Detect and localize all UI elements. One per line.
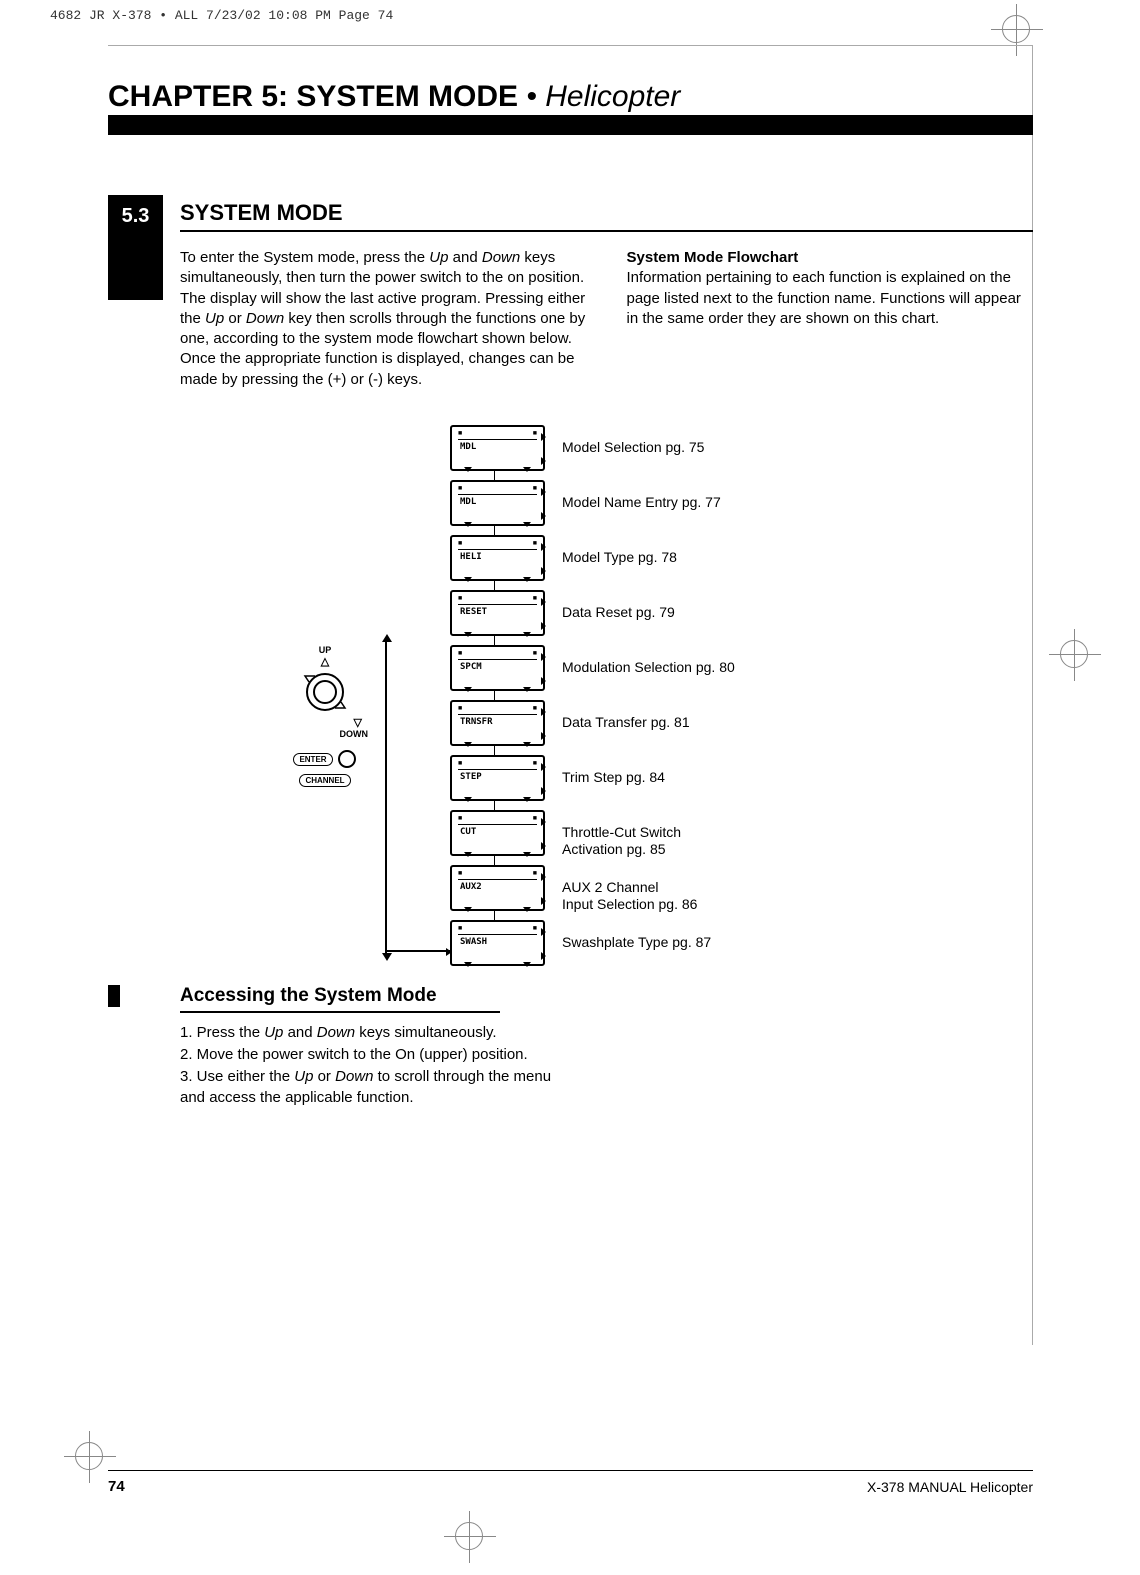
lcd-screen: ■■SWASH (450, 920, 545, 966)
screen-label: Model Name Entry pg. 77 (562, 494, 721, 511)
dial-icon (303, 670, 347, 714)
lcd-screen: ■■RESET (450, 590, 545, 636)
enter-label: ENTER (293, 753, 332, 766)
screen-row: ■■SPCMModulation Selection pg. 80 (450, 645, 545, 695)
screen-row: ■■HELIModel Type pg. 78 (450, 535, 545, 585)
lcd-screen: ■■CUT (450, 810, 545, 856)
subheading-marker (108, 985, 120, 1007)
lcd-screen: ■■MDL (450, 425, 545, 471)
screen-label: Modulation Selection pg. 80 (562, 659, 735, 676)
page-number: 74 (108, 1478, 125, 1495)
up-label: UP (280, 645, 370, 655)
screen-label: Data Reset pg. 79 (562, 604, 675, 621)
screen-label: AUX 2 ChannelInput Selection pg. 86 (562, 879, 697, 913)
screen-row: ■■CUTThrottle-Cut SwitchActivation pg. 8… (450, 810, 545, 860)
body-text: To enter the System mode, press the Up a… (180, 248, 1033, 390)
body-col-right: System Mode FlowchartInformation pertain… (627, 248, 1034, 390)
screen-row: ■■SWASHSwashplate Type pg. 87 (450, 920, 545, 970)
screen-row: ■■STEPTrim Step pg. 84 (450, 755, 545, 805)
chapter-suffix: • Helicopter (518, 80, 680, 113)
lcd-screen: ■■AUX2 (450, 865, 545, 911)
down-label: DOWN (280, 729, 370, 739)
subheading: Accessing the System Mode (180, 985, 500, 1013)
lcd-screen: ■■HELI (450, 535, 545, 581)
flowchart-diagram: UP △ ▽ DOWN ENTER CHANNEL ■■MDLModel Sel… (280, 425, 895, 970)
crop-mark-icon (455, 1522, 483, 1550)
steps-list: 1. Press the Up and Down keys simultaneo… (180, 1022, 580, 1109)
screen-row: ■■RESETData Reset pg. 79 (450, 590, 545, 640)
screen-row: ■■AUX2AUX 2 ChannelInput Selection pg. 8… (450, 865, 545, 915)
lcd-screen: ■■SPCM (450, 645, 545, 691)
knob-small-icon (337, 749, 357, 769)
channel-label: CHANNEL (299, 774, 350, 787)
crop-mark-icon (1060, 640, 1088, 668)
lcd-screen: ■■TRNSFR (450, 700, 545, 746)
footer-title: X-378 MANUAL Helicopter (867, 1479, 1033, 1495)
nav-keys-illustration: UP △ ▽ DOWN ENTER CHANNEL (280, 645, 370, 785)
screen-row: ■■MDLModel Name Entry pg. 77 (450, 480, 545, 530)
screen-label: Model Type pg. 78 (562, 549, 677, 566)
heading-bar (108, 115, 1033, 135)
body-col-left: To enter the System mode, press the Up a… (180, 248, 587, 390)
scroll-arrow (385, 640, 387, 955)
screen-label: Model Selection pg. 75 (562, 439, 704, 456)
crop-mark-icon (75, 1442, 103, 1470)
screen-label: Data Transfer pg. 81 (562, 714, 690, 731)
screen-row: ■■TRNSFRData Transfer pg. 81 (450, 700, 545, 750)
footer-rule (108, 1470, 1033, 1471)
print-job-header: 4682 JR X-378 • ALL 7/23/02 10:08 PM Pag… (50, 8, 393, 23)
screen-list: ■■MDLModel Selection pg. 75■■MDLModel Na… (450, 425, 545, 975)
screen-row: ■■MDLModel Selection pg. 75 (450, 425, 545, 475)
screen-label: Throttle-Cut SwitchActivation pg. 85 (562, 824, 681, 858)
crop-mark-icon (1002, 15, 1030, 43)
screen-label: Trim Step pg. 84 (562, 769, 665, 786)
lcd-screen: ■■STEP (450, 755, 545, 801)
section-number: 5.3 (108, 195, 163, 300)
flow-connector (385, 950, 450, 952)
chapter-prefix: CHAPTER 5: SYSTEM MODE (108, 80, 518, 113)
section-title: SYSTEM MODE (180, 200, 1033, 232)
lcd-screen: ■■MDL (450, 480, 545, 526)
chapter-heading: CHAPTER 5: SYSTEM MODE • Helicopter (108, 80, 680, 114)
screen-label: Swashplate Type pg. 87 (562, 934, 711, 951)
